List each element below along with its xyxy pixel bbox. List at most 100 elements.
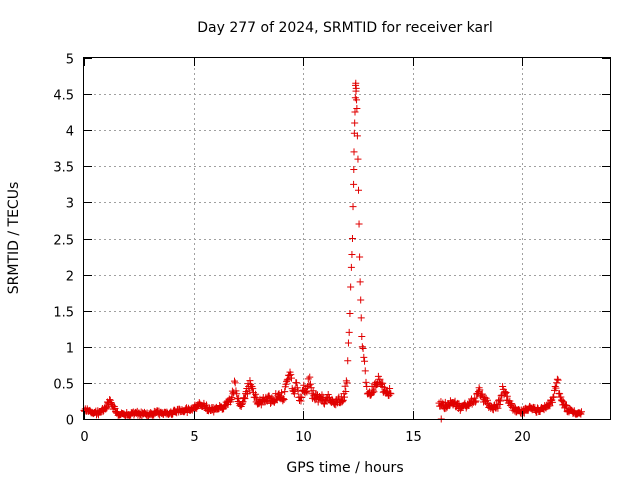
data-point (306, 380, 314, 388)
data-point (309, 387, 317, 395)
x-axis-title: GPS time / hours (286, 460, 403, 476)
data-point (353, 105, 361, 113)
x-tick-label: 20 (514, 430, 531, 445)
data-point (341, 382, 349, 390)
data-point (228, 394, 236, 402)
y-tick-label: 0.5 (53, 378, 74, 393)
data-point (499, 383, 507, 391)
data-point (494, 404, 502, 412)
data-point (355, 186, 363, 194)
data-point (358, 343, 366, 351)
data-point (303, 388, 311, 396)
chart-title: Day 277 of 2024, SRMTID for receiver kar… (197, 20, 493, 36)
data-point (361, 367, 369, 375)
data-point (347, 263, 355, 271)
data-point (496, 397, 504, 405)
data-point (232, 387, 240, 395)
x-tick-label: 5 (190, 430, 198, 445)
x-tick-label: 15 (405, 430, 422, 445)
data-point (344, 357, 352, 365)
data-point (562, 401, 570, 409)
data-point (306, 373, 314, 381)
y-tick-label: 1 (66, 342, 74, 357)
data-point (241, 395, 249, 403)
data-point (257, 401, 265, 409)
data-point (556, 390, 564, 398)
data-point (103, 404, 111, 412)
data-point (351, 108, 359, 116)
data-point (350, 148, 358, 156)
data-point (476, 386, 484, 394)
y-axis-title: SRMTID / TECUs (6, 182, 22, 295)
data-point (561, 402, 569, 410)
data-point (238, 399, 246, 407)
data-point (252, 390, 260, 398)
data-point (545, 400, 553, 408)
marks-layer (80, 79, 586, 423)
data-point (359, 344, 367, 352)
data-point (280, 396, 288, 404)
data-point (342, 388, 350, 396)
y-tick-label: 1.5 (53, 306, 74, 321)
data-point (387, 390, 395, 398)
data-point (471, 398, 479, 406)
data-point (495, 396, 503, 404)
data-point (293, 379, 301, 387)
data-point (230, 377, 238, 385)
data-point (503, 392, 511, 400)
data-point (356, 278, 364, 286)
data-point (287, 371, 295, 379)
data-point (578, 408, 586, 416)
data-point (240, 394, 248, 402)
data-point (324, 390, 332, 398)
data-point (501, 388, 509, 396)
y-tick-label: 2 (66, 270, 74, 285)
data-point (374, 372, 382, 380)
data-point (550, 393, 558, 401)
data-point (552, 384, 560, 392)
data-point (352, 84, 360, 92)
data-point (576, 409, 584, 417)
data-point (557, 393, 565, 401)
data-point (231, 379, 239, 387)
data-point (348, 235, 356, 242)
data-point (551, 383, 559, 391)
data-point (354, 155, 362, 163)
data-point (348, 250, 356, 258)
data-point (386, 384, 394, 392)
plot-frame (83, 57, 611, 420)
data-point (471, 394, 479, 402)
y-tick-label: 4.5 (53, 89, 74, 104)
data-point (483, 396, 491, 404)
data-point (281, 388, 289, 396)
ticks-layer: 0 0.5 1 1.5 2 2.5 3 3.5 4 4.5 5 0 5 10 15 20 (53, 53, 610, 445)
data-point (362, 378, 370, 386)
data-point (339, 396, 347, 404)
data-point (287, 374, 295, 382)
data-point (106, 396, 114, 404)
data-point (349, 203, 357, 211)
data-point (340, 393, 348, 401)
data-point (351, 119, 359, 127)
data-point (382, 388, 390, 396)
data-point (357, 314, 365, 322)
data-point (338, 398, 346, 406)
data-point (283, 376, 291, 384)
data-point (284, 375, 292, 383)
data-point (279, 395, 287, 403)
data-point (510, 403, 518, 411)
y-tick-label: 3.5 (53, 161, 74, 176)
data-point (304, 375, 312, 383)
data-point (353, 96, 361, 104)
data-point (290, 390, 298, 398)
data-point (346, 310, 354, 318)
data-point (343, 379, 351, 387)
data-point (246, 377, 254, 385)
data-point (472, 397, 480, 405)
data-point (376, 375, 384, 383)
data-point (442, 404, 450, 412)
y-tick-label: 3 (66, 197, 74, 212)
data-point (548, 398, 556, 406)
data-point (502, 389, 510, 397)
